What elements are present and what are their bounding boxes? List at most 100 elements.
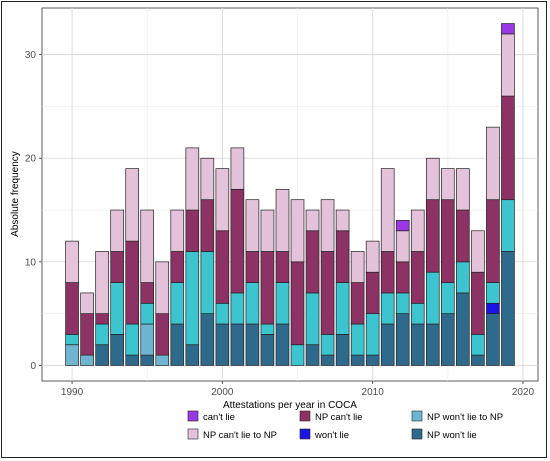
bar-segment: [125, 323, 139, 356]
bar-segment: [215, 323, 230, 366]
plot-background: [41, 7, 539, 382]
bar-segment: [380, 292, 395, 325]
bar-segment: [425, 323, 440, 366]
bar-segment: [95, 313, 109, 325]
legend-swatch: [187, 410, 199, 422]
bar-segment: [140, 302, 155, 325]
legend-item: can't lie: [187, 410, 235, 423]
bar-segment: [471, 271, 485, 335]
bar-segment: [95, 251, 109, 315]
bar-segment: [245, 282, 260, 325]
bar-segment: [200, 313, 215, 366]
bar-segment: [185, 251, 200, 346]
bar-segment: [305, 344, 320, 366]
legend-item: NP can't lie to NP: [187, 428, 277, 441]
bar-segment: [425, 271, 440, 325]
y-tick-label: 10: [25, 257, 37, 268]
y-tick-label: 0: [30, 361, 36, 372]
bar-segment: [305, 292, 320, 346]
bar-segment: [395, 313, 410, 366]
bar-segment: [305, 209, 320, 232]
bar-segment: [230, 188, 245, 294]
bar-segment: [155, 313, 170, 356]
bar-segment: [320, 354, 335, 366]
bar-segment: [140, 354, 155, 366]
bar-segment: [185, 209, 200, 252]
bar-segment: [350, 251, 365, 283]
bar-segment: [230, 147, 245, 190]
legend-label: NP won't lie to NP: [427, 412, 503, 423]
legend-item: NP won't lie: [411, 428, 477, 441]
bar-segment: [501, 23, 515, 35]
x-tick-label: 1990: [61, 387, 84, 398]
bar-segment: [350, 323, 365, 356]
bar-segment: [501, 33, 515, 97]
bar-segment: [155, 354, 170, 366]
legend: can't lie NP can't lie NP won't lie to NP N…: [187, 410, 503, 441]
bar-segment: [441, 168, 455, 201]
bar-segment: [305, 230, 320, 294]
bar-segment: [471, 334, 485, 356]
bar-segment: [365, 354, 380, 366]
bar-segment: [185, 344, 200, 366]
bar-segment: [125, 240, 139, 325]
x-tick-label: 2010: [362, 387, 385, 398]
bar-segment: [65, 240, 79, 283]
bar-segment: [65, 344, 79, 366]
bar-segment: [80, 354, 94, 366]
bar-segment: [170, 323, 185, 366]
bars: [65, 23, 515, 366]
bar-segment: [290, 199, 305, 263]
legend-swatch: [411, 428, 423, 440]
bar-segment: [200, 251, 215, 315]
y-axis-ticks: 0 10 20 30: [25, 50, 42, 372]
bar-segment: [215, 302, 230, 325]
bar-segment: [140, 323, 155, 356]
bar-segment: [380, 323, 395, 366]
bar-segment: [365, 271, 380, 315]
bar-segment: [410, 251, 425, 304]
bar-segment: [410, 323, 425, 366]
bar-segment: [410, 302, 425, 325]
bar-segment: [441, 313, 455, 366]
bar-segment: [486, 126, 500, 201]
bar-segment: [456, 261, 470, 294]
bar-segment: [245, 199, 260, 252]
bar-segment: [395, 292, 410, 315]
bar-segment: [395, 230, 410, 263]
bar-segment: [365, 240, 380, 273]
bar-segment: [275, 251, 290, 283]
bar-segment: [110, 251, 124, 283]
bar-segment: [110, 209, 124, 252]
bar-segment: [215, 230, 230, 304]
bar-segment: [275, 282, 290, 325]
legend-label: won't lie: [314, 430, 349, 441]
bar-segment: [185, 147, 200, 211]
legend-item: won't lie: [299, 428, 349, 441]
bar-segment: [110, 334, 124, 366]
legend-swatch: [299, 428, 311, 440]
bar-segment: [200, 157, 215, 201]
x-axis-ticks: 1990 2000 2010 2020: [61, 381, 535, 398]
bar-segment: [245, 251, 260, 283]
bar-segment: [275, 323, 290, 366]
bar-segment: [155, 261, 170, 315]
bar-segment: [320, 334, 335, 356]
bar-segment: [290, 261, 305, 346]
bar-segment: [170, 282, 185, 325]
bar-segment: [441, 282, 455, 315]
bar-segment: [140, 282, 155, 304]
bar-segment: [425, 157, 440, 201]
bar-segment: [486, 199, 500, 283]
bar-segment: [425, 199, 440, 273]
bar-segment: [471, 354, 485, 366]
legend-swatch: [299, 410, 311, 422]
bar-segment: [501, 251, 515, 366]
bar-segment: [110, 282, 124, 335]
bar-segment: [395, 220, 410, 232]
bar-segment: [441, 199, 455, 283]
bar-segment: [260, 334, 275, 366]
bar-segment: [260, 323, 275, 335]
bar-segment: [260, 209, 275, 252]
bar-segment: [395, 261, 410, 294]
